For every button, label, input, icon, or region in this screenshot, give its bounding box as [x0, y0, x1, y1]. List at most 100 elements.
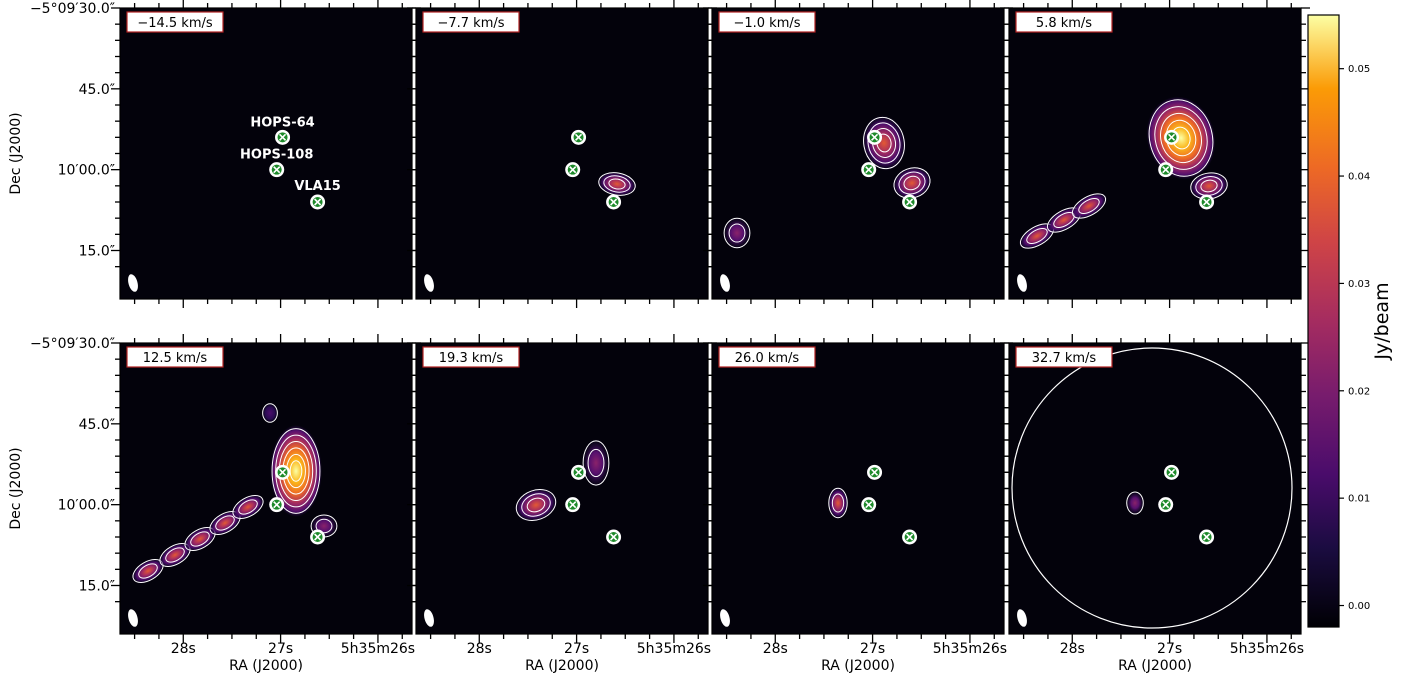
source-marker	[571, 464, 587, 480]
source-marker	[275, 464, 291, 480]
x-tick-label: 28s	[1060, 641, 1085, 657]
x-axis-label: RA (J2000)	[229, 658, 303, 674]
emission-blob	[514, 488, 558, 522]
source-marker	[902, 194, 918, 210]
colorbar-label: Jy/beam	[1371, 282, 1393, 360]
source-marker	[565, 162, 581, 178]
velocity-text: −14.5 km/s	[137, 16, 213, 31]
velocity-text: 32.7 km/s	[1032, 351, 1097, 366]
source-marker	[1199, 194, 1215, 210]
x-tick-label: 27s	[1157, 641, 1182, 657]
velocity-text: 12.5 km/s	[143, 351, 208, 366]
x-tick-label: 27s	[564, 641, 589, 657]
emission-blob	[892, 166, 932, 200]
emission-blob	[861, 115, 907, 171]
beam-ellipse	[1017, 274, 1027, 292]
colorbar-tick-label: 0.02	[1348, 386, 1370, 397]
x-tick-label: 5h35m26s	[637, 641, 711, 657]
y-axis-label: Dec (J2000)	[8, 447, 24, 529]
colorbar-tick-label: 0.00	[1348, 601, 1370, 612]
source-label: HOPS-108	[240, 148, 313, 163]
y-tick-label: 10′00.0″	[58, 498, 115, 514]
y-tick-label: −5°09′30.0″	[30, 1, 115, 17]
channel-panel: 32.7 km/s	[1000, 334, 1310, 643]
colorbar-tick-label: 0.04	[1348, 172, 1370, 183]
x-tick-label: 5h35m26s	[933, 641, 1007, 657]
y-tick-label: 15.0″	[79, 244, 115, 260]
velocity-text: 5.8 km/s	[1036, 16, 1092, 31]
x-tick-label: 28s	[467, 641, 492, 657]
source-marker	[1164, 464, 1180, 480]
velocity-text: 19.3 km/s	[439, 351, 504, 366]
channel-panel: 26.0 km/s	[703, 334, 1013, 643]
x-axis-label: RA (J2000)	[525, 658, 599, 674]
x-tick-label: 27s	[860, 641, 885, 657]
emission-blob	[582, 439, 610, 487]
channel-panel: 19.3 km/s	[407, 334, 717, 643]
colorbar	[1307, 14, 1340, 628]
x-axis-label: RA (J2000)	[1118, 658, 1192, 674]
source-label: HOPS-64	[250, 115, 314, 130]
primary-beam-circle	[1011, 347, 1293, 629]
source-marker	[861, 497, 877, 513]
velocity-label: 12.5 km/s	[126, 346, 224, 368]
emission-streak-2	[183, 526, 217, 552]
y-tick-label: 10′00.0″	[58, 163, 115, 179]
source-marker	[606, 194, 622, 210]
velocity-label: 5.8 km/s	[1015, 11, 1113, 33]
emission-blob	[1126, 491, 1144, 515]
channel-panel: −1.0 km/s	[703, 0, 1013, 308]
source-marker	[606, 529, 622, 545]
channel-panel: 5.8 km/s	[1000, 0, 1310, 308]
beam-ellipse	[128, 609, 138, 627]
emission-streak-2	[1070, 192, 1108, 220]
source-marker	[1158, 162, 1174, 178]
source-marker	[269, 162, 285, 178]
velocity-label: −7.7 km/s	[422, 11, 520, 33]
y-tick-label: −5°09′30.0″	[30, 336, 115, 352]
velocity-label: 19.3 km/s	[422, 346, 520, 368]
velocity-label: 26.0 km/s	[718, 346, 816, 368]
source-marker	[269, 497, 285, 513]
channel-panel: 12.5 km/s	[111, 334, 421, 643]
beam-ellipse	[424, 274, 434, 292]
velocity-label: −1.0 km/s	[718, 11, 816, 33]
beam-ellipse	[720, 274, 730, 292]
velocity-label: 32.7 km/s	[1015, 346, 1113, 368]
emission-blob	[828, 487, 848, 519]
colorbar-tick-label: 0.01	[1348, 494, 1370, 505]
x-tick-label: 28s	[171, 641, 196, 657]
channel-panel: −7.7 km/s	[407, 0, 717, 308]
source-marker	[867, 464, 883, 480]
y-tick-label: 45.0″	[79, 82, 115, 98]
source-marker	[902, 529, 918, 545]
colorbar-tick-label: 0.05	[1348, 64, 1370, 75]
x-tick-label: 5h35m26s	[341, 641, 415, 657]
source-marker	[1164, 129, 1180, 145]
velocity-label: −14.5 km/s	[126, 11, 224, 33]
channel-panel: HOPS-64 HOPS-108 VLA15 −14.5 km/s	[111, 0, 421, 308]
colorbar-tick-label: 0.03	[1348, 279, 1370, 290]
axis-ticks	[1000, 334, 1310, 643]
velocity-text: −7.7 km/s	[437, 16, 504, 31]
source-marker	[310, 194, 326, 210]
x-tick-label: 5h35m26s	[1230, 641, 1304, 657]
y-tick-label: 15.0″	[79, 579, 115, 595]
beam-ellipse	[720, 609, 730, 627]
source-marker	[565, 497, 581, 513]
velocity-text: −1.0 km/s	[733, 16, 800, 31]
source-marker	[1158, 497, 1174, 513]
beam-ellipse	[1017, 609, 1027, 627]
y-tick-label: 45.0″	[79, 417, 115, 433]
source-marker	[1199, 529, 1215, 545]
source-label: VLA15	[294, 179, 341, 194]
beam-ellipse	[424, 609, 434, 627]
emission-blob	[723, 217, 751, 249]
velocity-text: 26.0 km/s	[735, 351, 800, 366]
beam-ellipse	[128, 274, 138, 292]
source-marker	[867, 129, 883, 145]
source-marker	[310, 529, 326, 545]
emission-blob	[262, 403, 278, 423]
y-axis-label: Dec (J2000)	[8, 112, 24, 194]
